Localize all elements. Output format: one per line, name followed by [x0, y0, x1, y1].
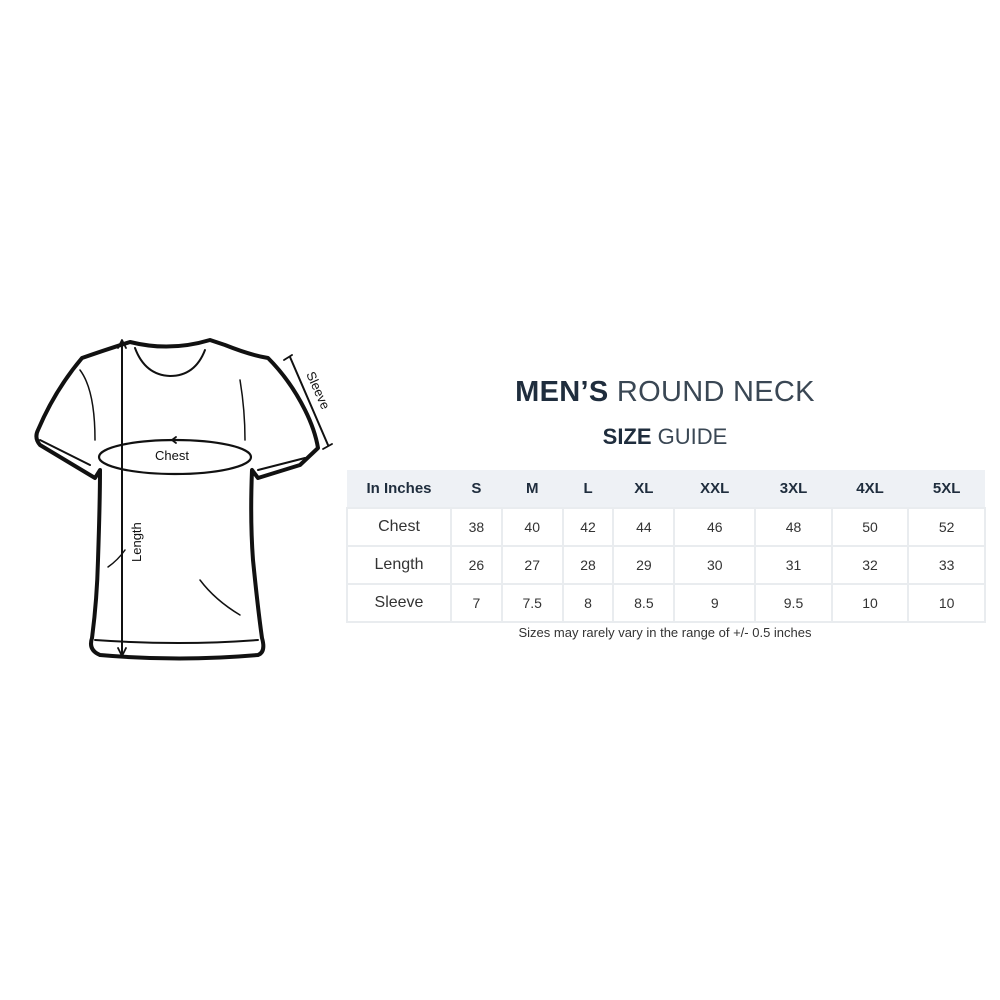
- column-header: In Inches: [347, 470, 451, 508]
- table-row: Length 26 27 28 29 30 31 32 33: [346, 545, 986, 585]
- row-label: Sleeve: [346, 583, 452, 623]
- table-cell: 10: [830, 583, 910, 623]
- table-cell: 50: [830, 507, 910, 547]
- table-cell: 30: [673, 545, 757, 585]
- row-label: Length: [346, 545, 452, 585]
- table-cell: 46: [673, 507, 757, 547]
- table-cell: 48: [754, 507, 833, 547]
- table-cell: 38: [450, 507, 503, 547]
- row-label: Chest: [346, 507, 452, 547]
- sleeve-label: Sleeve: [303, 369, 333, 411]
- table-cell: 32: [830, 545, 910, 585]
- subtitle-bold: SIZE: [602, 424, 652, 449]
- table-cell: 28: [561, 545, 615, 585]
- size-note: Sizes may rarely vary in the range of +/…: [518, 625, 812, 640]
- table-cell: 42: [561, 507, 615, 547]
- page-subtitle: SIZE GUIDE: [345, 424, 985, 450]
- page-title: MEN’S ROUND NECK: [345, 376, 985, 409]
- subtitle-light: GUIDE: [657, 424, 728, 449]
- table-cell: 52: [907, 507, 986, 547]
- title-bold: MEN’S: [515, 376, 609, 408]
- column-header: XL: [613, 470, 675, 508]
- table-cell: 27: [500, 545, 564, 585]
- table-cell: 9: [673, 583, 757, 623]
- title-light: ROUND NECK: [616, 376, 815, 408]
- table-cell: 31: [754, 545, 833, 585]
- table-row: Sleeve 7 7.5 8 8.5 9 9.5 10 10: [346, 583, 986, 623]
- shirt-outline: [34, 338, 320, 661]
- table-cell: 10: [907, 583, 986, 623]
- table-cell: 8.5: [612, 583, 676, 623]
- table-row: Chest 38 40 42 44 46 48 50 52: [346, 507, 986, 547]
- table-cell: 8: [561, 583, 615, 623]
- column-header: 3XL: [755, 470, 832, 508]
- table-cell: 7: [450, 583, 503, 623]
- table-header-row: In Inches S M L XL XXL 3XL 4XL 5XL: [347, 470, 985, 508]
- column-header: S: [451, 470, 502, 508]
- size-table: In Inches S M L XL XXL 3XL 4XL 5XL Chest 38 40 42 44…: [346, 470, 986, 623]
- column-header: L: [562, 470, 614, 508]
- column-header: M: [501, 470, 563, 508]
- table-cell: 40: [500, 507, 564, 547]
- table-cell: 7.5: [500, 583, 564, 623]
- column-header: XXL: [674, 470, 756, 508]
- table-cell: 29: [612, 545, 676, 585]
- table-cell: 44: [612, 507, 676, 547]
- table-cell: 26: [450, 545, 503, 585]
- tshirt-diagram: Chest Length Sleeve: [34, 338, 333, 661]
- column-header: 5XL: [908, 470, 985, 508]
- sleeve-measure-line: [289, 356, 329, 446]
- length-label: Length: [129, 522, 144, 562]
- table-cell: 9.5: [754, 583, 833, 623]
- column-header: 4XL: [831, 470, 909, 508]
- table-cell: 33: [907, 545, 986, 585]
- chest-label: Chest: [155, 448, 189, 463]
